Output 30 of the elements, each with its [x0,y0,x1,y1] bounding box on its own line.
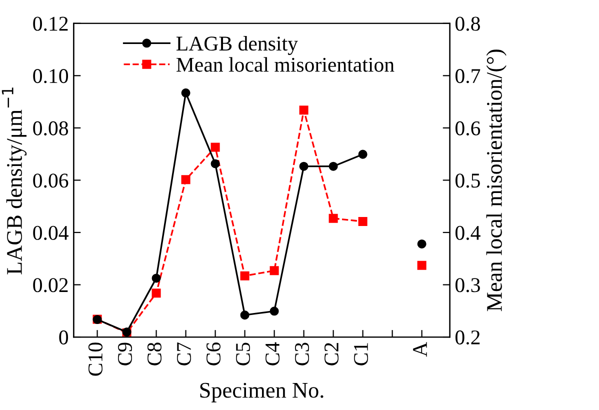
y-tick-label: 0.08 [33,121,68,136]
x-tick-label: C7 [177,342,192,366]
y-tick-label: 0.06 [33,174,68,188]
x-axis-title: Specimen No. [200,382,324,402]
x-tick-label: C4 [266,342,280,366]
x-tick-label: C5 [236,342,250,366]
y2-tick-label: 0.8 [456,16,480,31]
x-tick-label: C8 [147,342,162,366]
x-tick-label: C10 [88,342,102,376]
y-axis-title: LAGB density/μm$^{−1}$ [2,88,27,274]
x-tick-label: C3 [295,342,310,366]
y2-tick-label: 0.5 [456,174,480,188]
x-tick-label: C1 [354,343,368,366]
y2-tick-label: 0.4 [456,226,480,240]
x-tick-label: A [413,342,427,357]
legend-label: Mean local misorientation [176,57,394,72]
y-tick-label: 0.02 [33,278,68,292]
y2-tick-label: 0.6 [456,121,480,136]
y2-tick-label: 0.3 [456,278,480,292]
y2-tick-label: 0.2 [456,330,480,345]
y-tick-label: 0.12 [33,16,68,31]
x-tick-label: C6 [206,342,221,366]
y2-tick-label: 0.7 [456,69,480,84]
x-tick-label: C2 [324,343,339,366]
y2-axis-title: Mean local misorientation/(°) [486,50,506,312]
y-tick-label: 0 [59,330,68,344]
y-tick-label: 0.10 [33,69,68,84]
y-tick-label: 0.04 [33,226,68,240]
x-tick-label: C9 [118,342,132,366]
legend-label: LAGB density [176,36,298,55]
